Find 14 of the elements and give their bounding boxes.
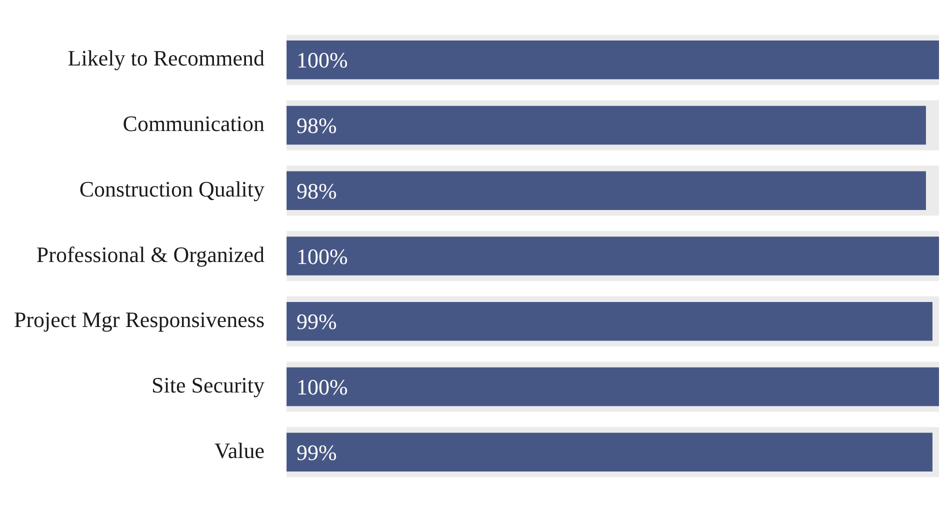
y-tick-label: Professional & Organized <box>36 242 265 267</box>
data-label: 99% <box>296 309 337 334</box>
data-label: 98% <box>296 178 337 204</box>
data-label: 100% <box>296 244 348 269</box>
y-tick-label: Value <box>214 438 265 463</box>
data-label: 98% <box>296 113 337 138</box>
y-tick-label: Construction Quality <box>79 176 265 202</box>
data-label: 99% <box>296 440 337 465</box>
data-label: 100% <box>296 374 348 400</box>
y-tick-label: Project Mgr Responsiveness <box>14 307 265 332</box>
data-label: 100% <box>296 48 348 73</box>
y-tick-label: Likely to Recommend <box>68 46 265 71</box>
y-tick-label: Site Security <box>151 372 265 398</box>
y-tick-label: Communication <box>122 111 265 136</box>
